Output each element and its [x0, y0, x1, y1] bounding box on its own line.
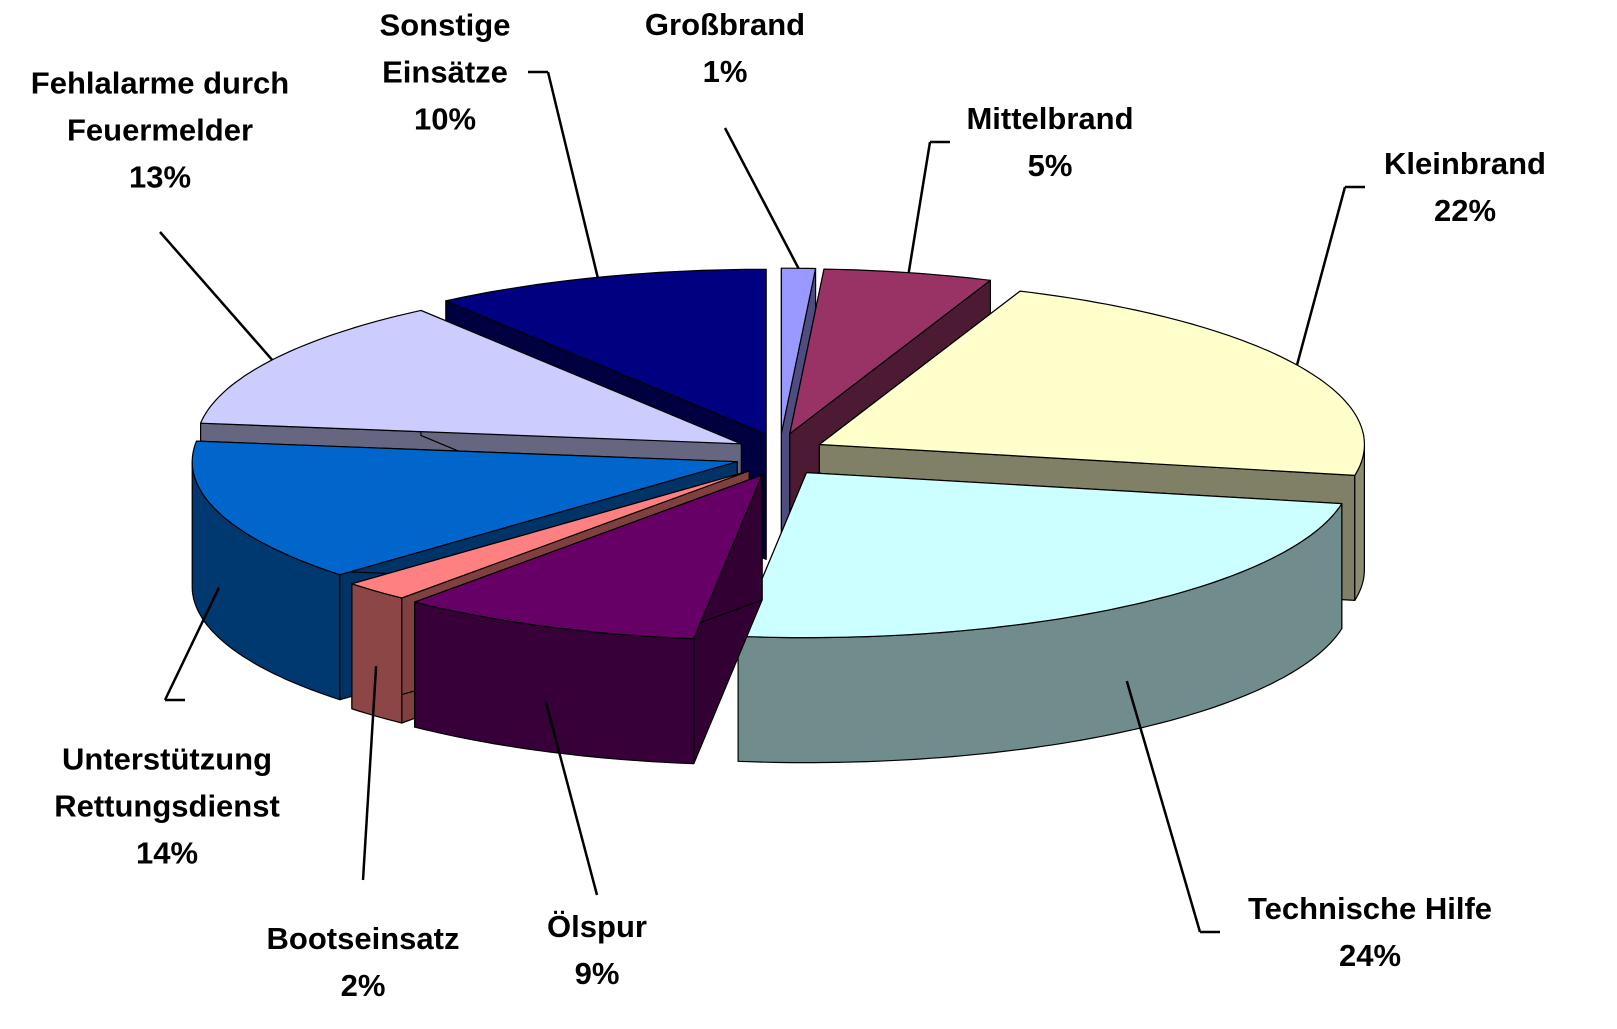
value-label: 14% — [135, 835, 199, 871]
leader-line — [528, 70, 599, 278]
category-label: Großbrand — [644, 7, 806, 42]
leader-line — [159, 231, 274, 361]
slice-label: Bootseinsatz 2% — [213, 915, 513, 1009]
slice-top — [351, 470, 750, 599]
slice-label: Mittelbrand 5% — [900, 95, 1200, 189]
value-label: 2% — [340, 968, 386, 1003]
leader-line — [907, 140, 950, 273]
slice-top — [737, 472, 1343, 639]
slice-top — [414, 474, 763, 640]
slice — [414, 474, 763, 765]
value-label: 5% — [1027, 148, 1073, 183]
category-label: Ölspur — [547, 909, 647, 944]
slice-label: Großbrand 1% — [575, 1, 875, 95]
category-label: Technische Hilfe — [1247, 891, 1493, 926]
slice-label: Sonstige Einsätze 10% — [360, 2, 530, 143]
leader-line — [1295, 185, 1365, 366]
value-label: 1% — [702, 54, 748, 89]
slice-label: Technische Hilfe 24% — [1170, 885, 1570, 979]
leader-line — [361, 666, 378, 881]
slice-label: Unterstützung Rettungsdienst 14% — [22, 736, 312, 877]
category-label: Bootseinsatz — [266, 921, 460, 956]
value-label: 9% — [574, 956, 620, 991]
category-label: Kleinbrand — [1384, 146, 1546, 181]
slice-label: Fehlalarme durch Feuermelder 13% — [5, 60, 315, 201]
category-label: Unterstützung Rettungsdienst — [54, 741, 280, 824]
leader-line — [1125, 680, 1220, 934]
category-label: Sonstige Einsätze — [379, 7, 511, 90]
category-label: Fehlalarme durch Feuermelder — [30, 65, 290, 148]
leader-line — [544, 701, 599, 896]
leader-line — [723, 127, 800, 269]
slice — [737, 472, 1343, 764]
slice-label: Kleinbrand 22% — [1315, 140, 1615, 234]
value-label: 22% — [1433, 193, 1497, 228]
leader-line — [163, 587, 221, 702]
value-label: 10% — [413, 101, 477, 137]
slice-top — [191, 440, 738, 576]
value-label: 13% — [128, 159, 192, 195]
value-label: 24% — [1338, 938, 1402, 973]
slice-label: Ölspur 9% — [447, 903, 747, 997]
category-label: Mittelbrand — [966, 101, 1134, 136]
slice-side — [351, 583, 403, 724]
